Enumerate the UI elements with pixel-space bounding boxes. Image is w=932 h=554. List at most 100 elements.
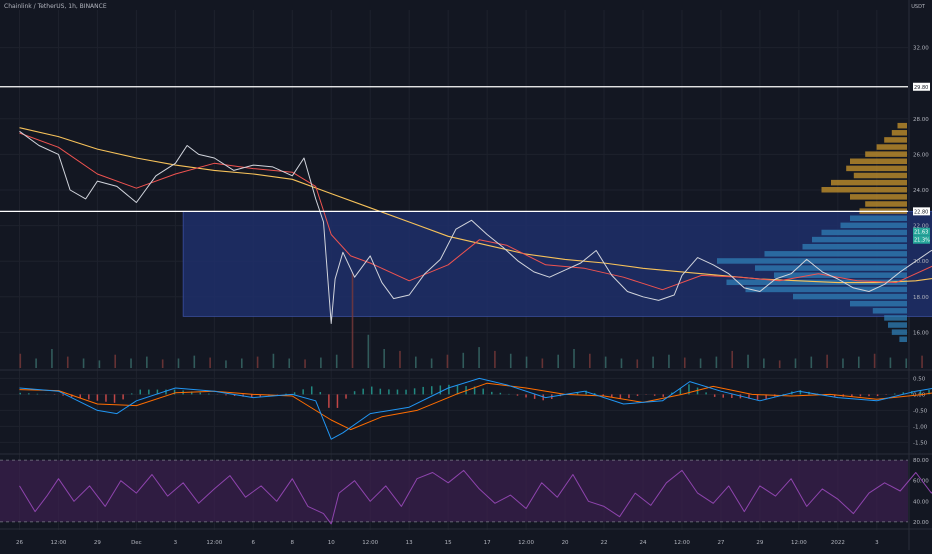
macd-histogram-bar — [294, 392, 296, 394]
volume-bar — [51, 349, 53, 368]
volume-bar — [510, 354, 512, 368]
volume-bar — [621, 359, 623, 369]
volume-profile-bar — [803, 244, 908, 250]
macd-histogram-bar — [637, 394, 639, 396]
volume-bar — [652, 357, 654, 368]
volume-bar — [257, 357, 259, 368]
macd-histogram-bar — [628, 394, 630, 398]
macd-histogram-bar — [525, 394, 527, 397]
macd-histogram-bar — [225, 394, 227, 395]
volume-bar — [763, 359, 765, 369]
volume-bar — [114, 355, 116, 368]
volume-bar — [858, 357, 860, 368]
volume-bar — [905, 359, 907, 369]
macd-histogram-bar — [440, 386, 442, 395]
macd-histogram-bar — [320, 392, 322, 394]
volume-profile-bar — [854, 173, 907, 179]
volume-profile-bar — [765, 251, 908, 257]
volume-bar — [130, 359, 132, 369]
rsi-tick-label: 80.00 — [913, 458, 929, 464]
volume-bar — [605, 357, 607, 368]
macd-histogram-bar — [620, 394, 622, 398]
time-tick-label: 24 — [640, 540, 647, 546]
volume-bar — [731, 351, 733, 368]
price-tick-label: 22.00 — [913, 224, 929, 230]
price-tick-label: 26.00 — [913, 152, 929, 158]
time-tick-label: 26 — [16, 540, 23, 546]
volume-bar — [209, 358, 211, 368]
macd-histogram-bar — [302, 389, 304, 394]
last-price-label: 21.3% — [914, 238, 930, 244]
macd-histogram-bar — [868, 394, 870, 396]
volume-bar — [241, 359, 243, 369]
macd-histogram-bar — [28, 393, 30, 394]
volume-bar — [352, 273, 354, 368]
volume-bar — [273, 354, 275, 368]
volume-profile-bar — [877, 144, 907, 150]
range-box — [183, 211, 932, 316]
macd-histogram-bar — [448, 385, 450, 395]
macd-histogram-bar — [328, 394, 330, 407]
time-tick-label: 8 — [291, 540, 295, 546]
volume-bar — [288, 359, 290, 369]
volume-bar — [890, 358, 892, 368]
volume-bar — [336, 355, 338, 368]
volume-bar — [415, 357, 417, 368]
macd-tick-label: -1.00 — [913, 424, 928, 430]
volume-profile-bar — [850, 215, 907, 221]
time-tick-label: 3 — [174, 540, 178, 546]
macd-histogram-bar — [457, 386, 459, 395]
volume-profile-bar — [841, 223, 908, 229]
macd-histogram-bar — [19, 393, 21, 395]
macd-histogram-bar — [88, 394, 90, 399]
time-tick-label: 12:00 — [206, 540, 222, 546]
volume-bar — [747, 355, 749, 368]
time-tick-label: 22 — [601, 540, 608, 546]
volume-profile-bar — [865, 201, 907, 207]
volume-profile-bar — [888, 322, 907, 328]
time-tick-label: 29 — [756, 540, 763, 546]
macd-histogram-bar — [122, 394, 124, 399]
volume-profile-bar — [717, 258, 907, 264]
macd-histogram-bar — [500, 393, 502, 395]
volume-bar — [194, 356, 196, 368]
volume-profile-bar — [850, 194, 907, 200]
chart-title: Chainlink / TetherUS, 1h, BINANCE — [4, 3, 107, 10]
volume-bar — [478, 347, 480, 368]
volume-bar — [304, 359, 306, 368]
macd-histogram-bar — [662, 394, 664, 396]
rsi-tick-label: 20.00 — [913, 520, 929, 526]
time-tick-label: 12:00 — [51, 540, 67, 546]
rsi-tick-label: 40.00 — [913, 499, 929, 505]
macd-histogram-bar — [62, 394, 64, 395]
volume-profile-bar — [846, 166, 907, 172]
macd-histogram-bar — [405, 390, 407, 395]
price-tick-label: 18.00 — [913, 295, 929, 301]
time-tick-label: 6 — [252, 540, 256, 546]
volume-profile-bar — [898, 123, 908, 129]
macd-histogram-bar — [602, 394, 604, 395]
volume-bar — [83, 359, 85, 369]
macd-histogram-bar — [140, 390, 142, 395]
volume-bar — [19, 354, 21, 368]
price-unit-label: USDT — [911, 4, 925, 10]
macd-histogram-bar — [714, 394, 716, 396]
macd-histogram-bar — [165, 390, 167, 395]
volume-profile-bar — [865, 151, 907, 157]
time-tick-label: 12:00 — [362, 540, 378, 546]
time-tick-label: 20 — [562, 540, 569, 546]
macd-tick-label: -1.50 — [913, 440, 928, 446]
time-tick-label: 15 — [445, 540, 452, 546]
macd-histogram-bar — [654, 394, 656, 395]
time-tick-label: 29 — [94, 540, 101, 546]
macd-histogram-bar — [422, 387, 424, 394]
macd-histogram-bar — [860, 394, 862, 396]
volume-bar — [684, 358, 686, 368]
volume-bar — [542, 359, 544, 369]
volume-profile-bar — [884, 137, 907, 143]
macd-histogram-bar — [517, 394, 519, 395]
volume-bar — [368, 335, 370, 368]
macd-histogram-bar — [491, 392, 493, 395]
